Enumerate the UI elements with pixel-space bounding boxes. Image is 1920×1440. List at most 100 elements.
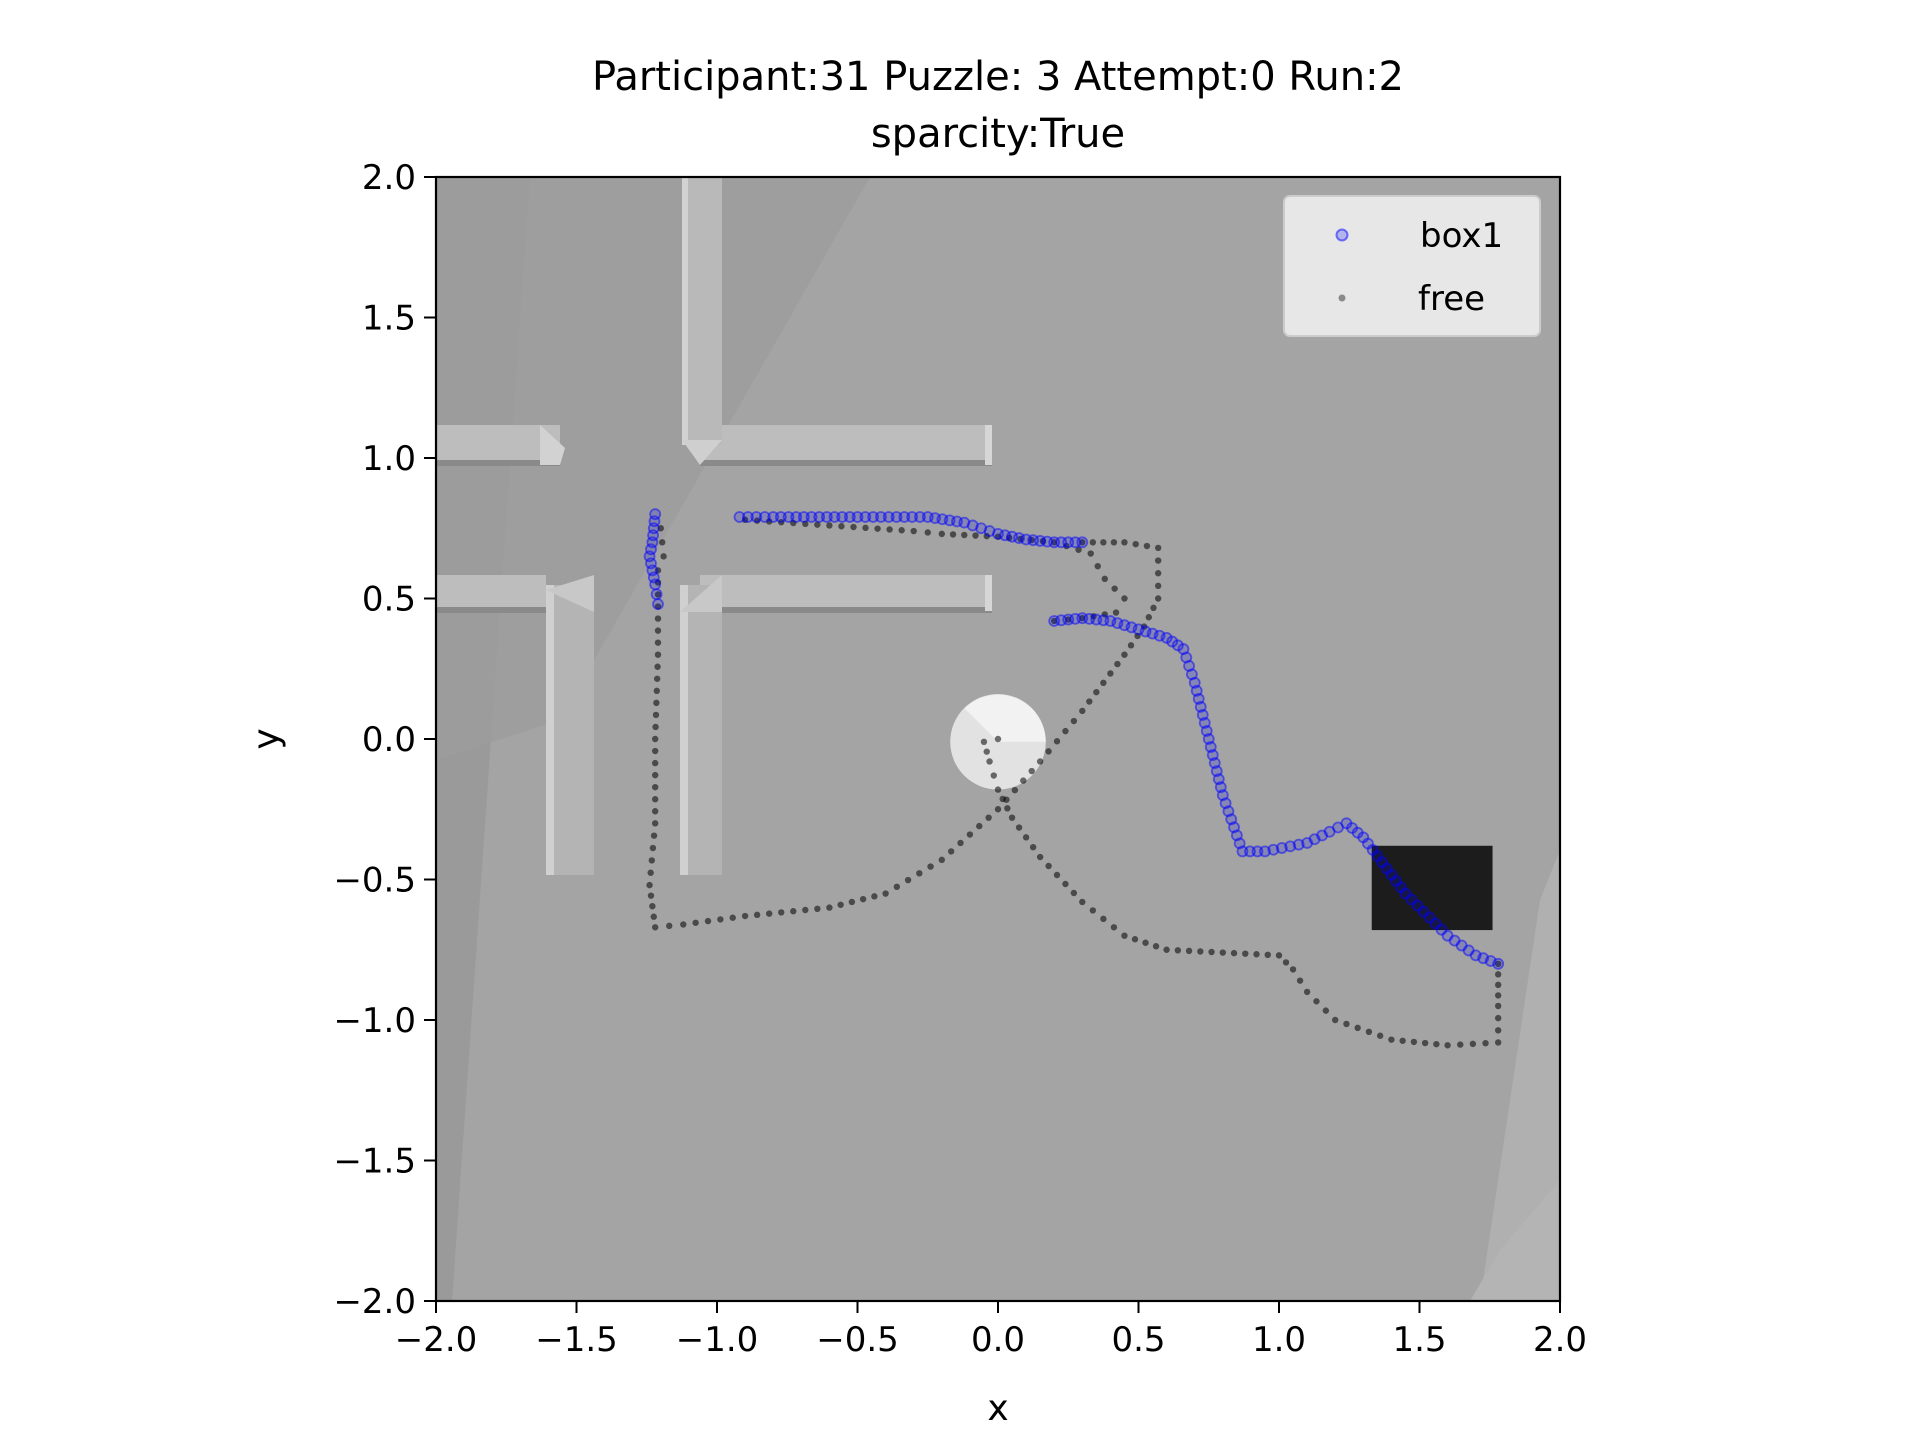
y-axis-label: y (246, 728, 287, 749)
free-point (1079, 898, 1086, 906)
free-point (980, 738, 988, 746)
free-point (1469, 1040, 1477, 1048)
free-point (1004, 805, 1011, 812)
box-object (1371, 845, 1493, 931)
free-point (653, 699, 660, 707)
free-point (1100, 679, 1107, 686)
free-point (1388, 1036, 1395, 1043)
free-point (1494, 971, 1502, 978)
free-point (947, 848, 955, 855)
free-point (654, 639, 662, 646)
x-tick-label: −1.0 (676, 1320, 759, 1360)
free-point (654, 591, 662, 598)
free-point (651, 735, 659, 743)
box1-point (742, 511, 754, 523)
free-point (1494, 1039, 1502, 1046)
free-point (741, 912, 749, 920)
y-tick-label: 2.0 (362, 158, 416, 198)
free-point (1494, 981, 1502, 989)
free-point (649, 902, 656, 910)
free-point (1121, 651, 1128, 658)
free-point (652, 723, 659, 731)
x-tick-label: 1.0 (1252, 1320, 1306, 1360)
x-axis: −2.0 −1.5 −1.0 −0.5 0.0 0.5 1.0 1.5 2.0 (395, 1301, 1587, 1360)
series-box1 (643, 508, 1505, 970)
free-point (647, 892, 655, 899)
free-point (1028, 767, 1035, 775)
free-point (859, 895, 867, 903)
free-point (1197, 948, 1204, 955)
free-point (653, 675, 661, 682)
free-point (653, 687, 660, 695)
free-point (1154, 570, 1162, 577)
box1-point (652, 598, 664, 611)
free-point (1015, 824, 1023, 831)
free-point (1110, 539, 1118, 546)
free-point (1152, 943, 1160, 950)
free-point (692, 919, 699, 926)
free-point (1127, 642, 1135, 649)
y-axis: −2.0 −1.5 −1.0 −0.5 0.0 0.5 1.0 1.5 2.0 (333, 158, 436, 1322)
free-point (650, 832, 658, 839)
free-point (1208, 948, 1215, 956)
box1-point (1492, 957, 1505, 970)
x-tick-label: −0.5 (816, 1320, 899, 1360)
box1-point (649, 578, 662, 591)
free-point (1053, 738, 1061, 745)
free-point (680, 921, 687, 928)
box1-point (1284, 840, 1297, 853)
free-point (1107, 670, 1114, 677)
free-point (957, 839, 964, 847)
legend-marker-free (1338, 294, 1346, 302)
free-point (1275, 952, 1283, 959)
free-point (1410, 1038, 1418, 1046)
free-point (1036, 853, 1044, 861)
free-point (1045, 748, 1052, 755)
chart-title-line-2: sparcity:True (871, 111, 1125, 157)
free-point (654, 615, 662, 622)
free-point (1029, 843, 1037, 851)
free-point (1253, 951, 1260, 958)
free-point (1011, 786, 1019, 794)
free-point (1154, 582, 1162, 590)
free-point (1494, 992, 1502, 999)
free-point (654, 651, 662, 658)
free-point (898, 527, 905, 534)
free-point (837, 901, 844, 908)
free-point (1399, 1037, 1406, 1044)
free-point (651, 820, 659, 827)
free-point (1121, 595, 1128, 602)
free-point (1131, 936, 1139, 943)
free-point (994, 735, 1002, 743)
free-point (1365, 1028, 1373, 1036)
free-point (874, 525, 881, 532)
free-point (666, 922, 673, 930)
free-point (1482, 1039, 1489, 1047)
free-point (1322, 1007, 1330, 1014)
free-point (651, 783, 659, 791)
legend-label-box1: box1 (1420, 216, 1503, 256)
free-point (983, 748, 990, 755)
free-point (1185, 947, 1193, 955)
free-point (910, 527, 917, 535)
free-point (650, 913, 657, 920)
free-point (652, 711, 660, 719)
free-point (1154, 544, 1162, 552)
free-point (1282, 959, 1290, 966)
free-point (1332, 1016, 1339, 1024)
free-point (1289, 966, 1297, 973)
free-point (1022, 834, 1030, 841)
free-point (717, 916, 724, 923)
free-point (651, 747, 659, 755)
free-point (924, 529, 931, 536)
x-tick-label: −1.5 (535, 1320, 618, 1360)
x-tick-label: 0.0 (971, 1320, 1025, 1360)
chart-title-line-1: Participant:31 Puzzle: 3 Attempt:0 Run:2 (592, 54, 1404, 100)
free-point (1163, 946, 1170, 953)
free-point (648, 857, 656, 864)
free-point (1494, 1002, 1502, 1010)
free-point (986, 758, 993, 765)
free-point (1376, 1032, 1384, 1039)
free-point (1303, 988, 1311, 996)
free-point (1111, 585, 1118, 592)
